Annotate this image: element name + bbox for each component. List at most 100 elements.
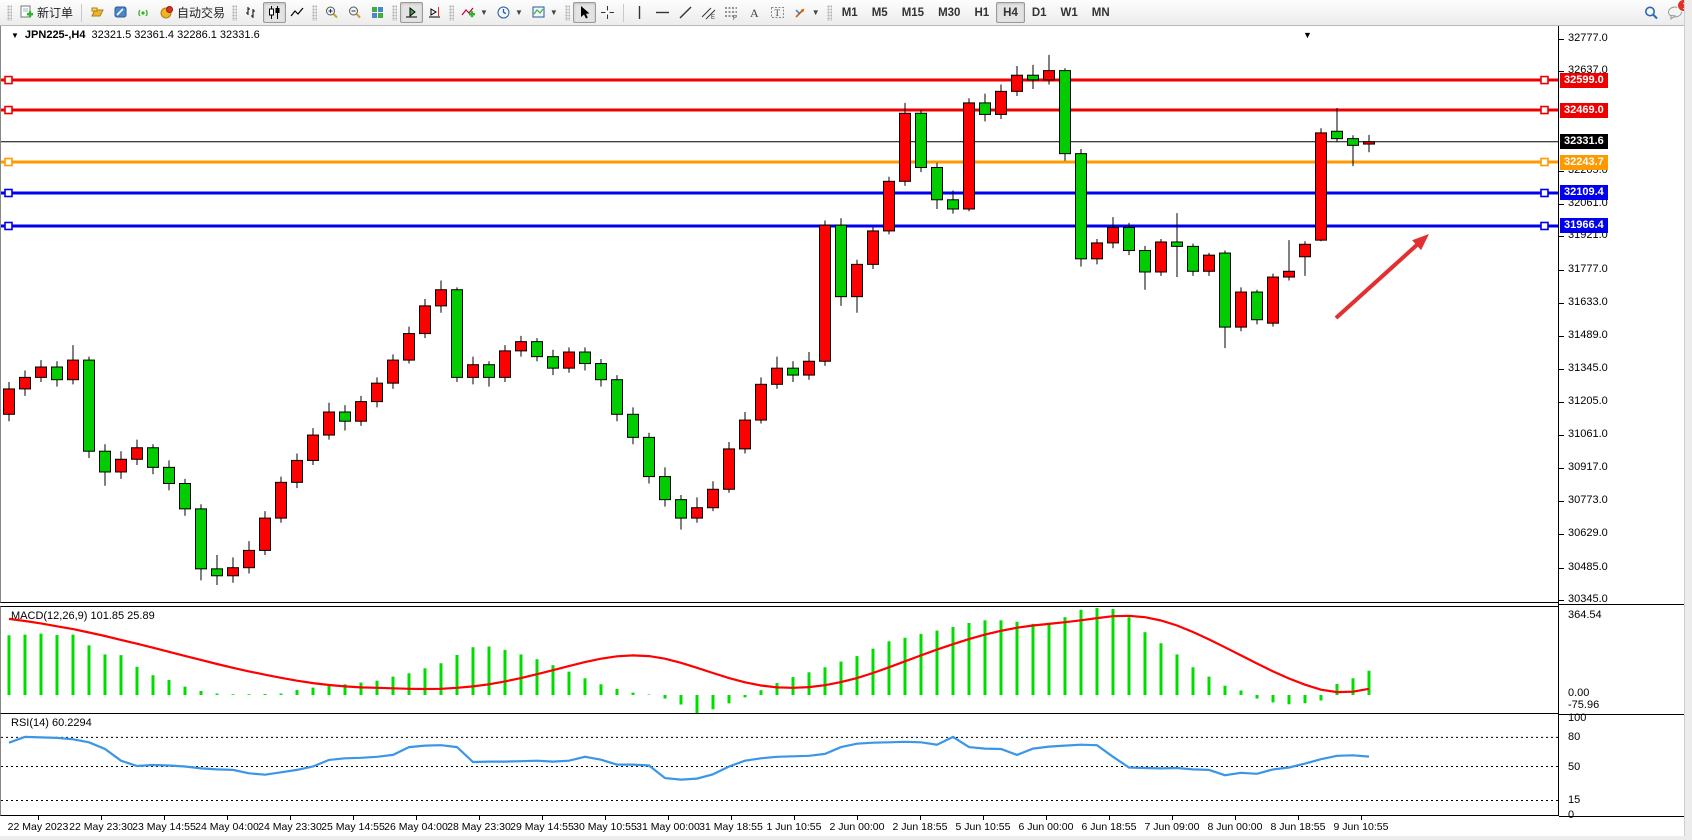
candle-body[interactable] [483,364,495,378]
periods-button[interactable]: ▼ [492,2,527,23]
text-button[interactable]: A [743,2,766,23]
chart-shift-button[interactable] [423,2,446,23]
auto-scroll-button[interactable] [400,2,424,23]
candle-body[interactable] [755,383,767,421]
symbol-ohlc-label[interactable]: ▼ JPN225-,H4 32321.5 32361.4 32286.1 323… [11,29,260,41]
candle-body[interactable] [323,411,335,436]
channel-button[interactable]: E [697,2,720,23]
candle-body[interactable] [1075,153,1087,260]
line-handle[interactable] [1540,105,1549,115]
macd-pane[interactable]: MACD(12,26,9) 101.85 25.89 [0,606,1558,714]
candle-body[interactable] [899,112,911,182]
timeframe-button-M30[interactable]: M30 [938,6,961,19]
zoom-in-button[interactable] [320,2,343,23]
line-handle[interactable] [1540,188,1549,198]
line-handle[interactable] [4,105,13,115]
candle-body[interactable] [627,413,639,438]
profiles-button[interactable] [86,2,109,23]
candle-body[interactable] [1027,74,1039,81]
vertical-line-button[interactable] [628,2,651,23]
timeframe-button-M5[interactable]: M5 [871,6,888,19]
candlestick-chart[interactable] [1,26,1558,601]
candle-body[interactable] [35,366,47,378]
new-order-button[interactable]: 新订单 [15,2,77,23]
candle-body[interactable] [995,90,1007,115]
candle-body[interactable] [771,367,783,385]
tile-windows-button[interactable] [366,2,389,23]
line-handle[interactable] [1540,157,1549,167]
candle-body[interactable] [1299,243,1311,258]
macd-chart[interactable] [1,607,1558,713]
candle-body[interactable] [1139,250,1151,273]
cursor-button[interactable] [572,2,596,23]
candle-body[interactable] [227,567,239,577]
candle-body[interactable] [1011,74,1023,92]
candle-body[interactable] [3,388,15,415]
candle-body[interactable] [1107,226,1119,244]
candle-body[interactable] [131,447,143,460]
candle-body[interactable] [611,379,623,415]
line-handle[interactable] [4,75,13,85]
timeframe-button-MN[interactable]: MN [1091,6,1110,19]
candle-body[interactable] [547,356,559,369]
candle-body[interactable] [371,382,383,403]
timeframe-button-H4[interactable]: H4 [996,2,1025,23]
candle-body[interactable] [803,360,815,376]
candle-body[interactable] [51,366,63,381]
candle-body[interactable] [419,305,431,335]
candle-body[interactable] [1155,241,1167,273]
indicators-button[interactable]: ▼ [457,2,492,23]
candle-body[interactable] [659,476,671,501]
main-chart-pane[interactable]: ▼ JPN225-,H4 32321.5 32361.4 32286.1 323… [0,26,1558,603]
candle-body[interactable] [67,359,79,381]
candle-body[interactable] [1219,252,1231,328]
candle-body[interactable] [691,507,703,519]
candle-body[interactable] [435,289,447,307]
candle-body[interactable] [1283,270,1295,278]
candle-body[interactable] [1059,70,1071,155]
candle-body[interactable] [307,434,319,461]
trendline-button[interactable] [674,2,697,23]
candle-body[interactable] [115,458,127,473]
candle-body[interactable] [1187,245,1199,272]
candle-body[interactable] [707,488,719,509]
price-axis[interactable]: 32777.0 32637.0 32205.0 32061.0 31921.0 31777… [1558,26,1685,821]
candle-body[interactable] [1315,132,1327,241]
toolbar-grip[interactable] [7,4,12,21]
candle-body[interactable] [723,448,735,490]
candle-body[interactable] [291,459,303,483]
rsi-chart[interactable] [1,714,1558,814]
candle-body[interactable] [163,466,175,485]
candle-body[interactable] [1235,291,1247,328]
candle-body[interactable] [147,447,159,468]
candle-body[interactable] [515,341,527,352]
price-level-badge[interactable]: 32109.4 [1560,185,1608,201]
fibonacci-button[interactable]: F [720,2,743,23]
trend-arrow-annotation[interactable] [1334,239,1423,320]
candle-body[interactable] [1267,276,1279,324]
arrows-button[interactable]: ▼ [789,2,824,23]
line-handle[interactable] [1540,75,1549,85]
candle-body[interactable] [819,224,831,362]
timeframe-button-D1[interactable]: D1 [1031,6,1047,19]
candle-body[interactable] [563,351,575,369]
candle-body[interactable] [739,419,751,450]
candle-body[interactable] [1347,138,1359,146]
candle-body[interactable] [867,230,879,265]
auto-trading-button[interactable]: 自动交易 [155,2,229,23]
candle-body[interactable] [643,436,655,478]
price-level-badge[interactable]: 32331.6 [1560,134,1608,150]
candle-body[interactable] [179,483,191,510]
candle-body[interactable] [275,481,287,519]
signals-button[interactable] [132,2,155,23]
metaeditor-button[interactable] [109,2,132,23]
candle-body[interactable] [883,180,895,232]
price-level-badge[interactable]: 31966.4 [1560,218,1608,234]
candle-body[interactable] [355,401,367,422]
candle-body[interactable] [1251,291,1263,321]
text-label-button[interactable]: T [766,2,789,23]
candle-body[interactable] [1091,242,1103,260]
bar-chart-button[interactable] [240,2,263,23]
candle-body[interactable] [915,112,927,168]
candle-body[interactable] [1123,226,1135,252]
